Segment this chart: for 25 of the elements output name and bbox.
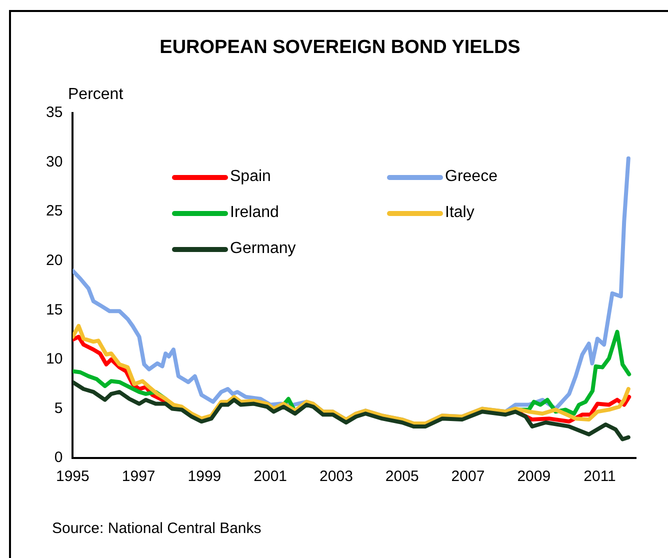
y-tick-label: 5 [54, 400, 63, 417]
y-tick-label: 20 [46, 252, 63, 269]
x-tick-label: 2011 [584, 468, 616, 486]
y-tick-label: 10 [46, 350, 63, 368]
x-tick-label: 1999 [188, 468, 222, 486]
x-tick-label: 2007 [451, 468, 485, 486]
x-tick-label: 2005 [385, 468, 419, 486]
y-tick-label: 30 [46, 153, 63, 170]
x-tick-label: 1995 [56, 468, 90, 486]
x-tick-label: 2003 [320, 468, 353, 486]
legend-label: Italy [445, 204, 474, 222]
legend-label: Germany [230, 240, 296, 258]
x-tick-label: 1997 [122, 468, 156, 486]
chart-title: EUROPEAN SOVEREIGN BOND YIELDS [158, 37, 522, 59]
source-note: Source: National Central Banks [52, 520, 262, 537]
y-tick-label: 15 [46, 301, 63, 318]
y-tick-label: 35 [46, 104, 63, 122]
y-tick-label: 25 [46, 202, 63, 220]
legend-label: Greece [445, 168, 498, 186]
x-tick-label: 2009 [517, 468, 551, 486]
y-tick-label: 0 [54, 449, 63, 466]
y-axis-title: Percent [68, 86, 124, 104]
legend-label: Ireland [230, 204, 279, 222]
x-tick-label: 2001 [254, 468, 288, 486]
legend-label: Spain [230, 168, 271, 186]
